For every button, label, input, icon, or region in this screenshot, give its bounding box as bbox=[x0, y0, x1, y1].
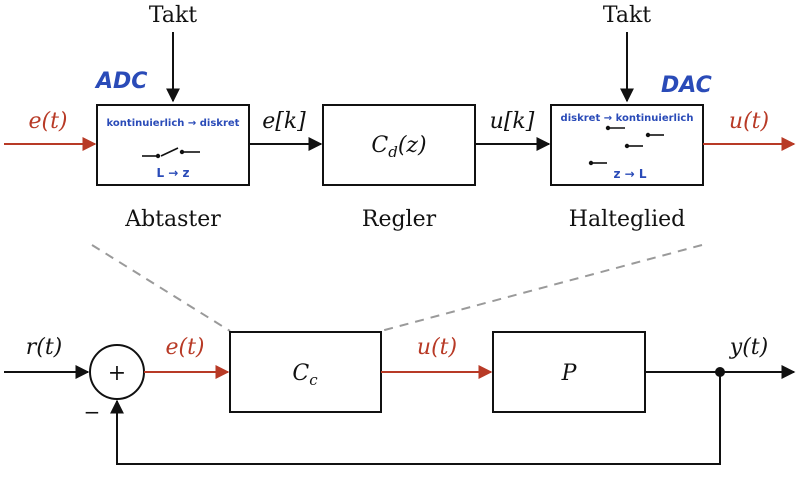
signal-e-k: e[k] bbox=[262, 109, 306, 134]
abtaster-box bbox=[96, 104, 250, 186]
takt-left-label: Takt bbox=[149, 3, 197, 28]
zero-order-hold-icon bbox=[588, 125, 664, 166]
regler-caption: Regler bbox=[362, 207, 437, 232]
sum-plus-sign: + bbox=[108, 361, 126, 386]
zoom-line-left bbox=[91, 244, 231, 332]
halteglied-caption: Halteglied bbox=[569, 207, 685, 232]
zoom-line-right bbox=[380, 244, 703, 332]
plant-box bbox=[492, 331, 646, 413]
sampler-switch-icon bbox=[142, 147, 200, 159]
plant-label: P bbox=[561, 361, 578, 386]
adc-label: ADC bbox=[94, 69, 147, 94]
signal-y-t: y(t) bbox=[729, 335, 768, 360]
halteglied-sub: z → L bbox=[613, 167, 646, 181]
signal-e-t-top: e(t) bbox=[28, 109, 67, 134]
abtaster-sub: L → z bbox=[156, 166, 189, 180]
abtaster-note: kontinuierlich → diskret bbox=[107, 118, 240, 129]
signal-e-t-bottom: e(t) bbox=[165, 335, 204, 360]
signal-u-t-bottom: u(t) bbox=[417, 335, 457, 360]
takt-right-label: Takt bbox=[603, 3, 651, 28]
halteglied-note: diskret → kontinuierlich bbox=[561, 113, 694, 124]
dac-label: DAC bbox=[661, 73, 712, 98]
feedback-path bbox=[110, 372, 721, 465]
signal-u-k: u[k] bbox=[490, 109, 535, 134]
controller-box bbox=[229, 331, 382, 413]
signal-u-t-top: u(t) bbox=[729, 109, 769, 134]
signal-r-t: r(t) bbox=[26, 335, 63, 360]
abtaster-caption: Abtaster bbox=[124, 207, 221, 232]
regler-label: Cd(z) bbox=[371, 133, 426, 161]
sum-minus-sign: − bbox=[84, 400, 101, 424]
